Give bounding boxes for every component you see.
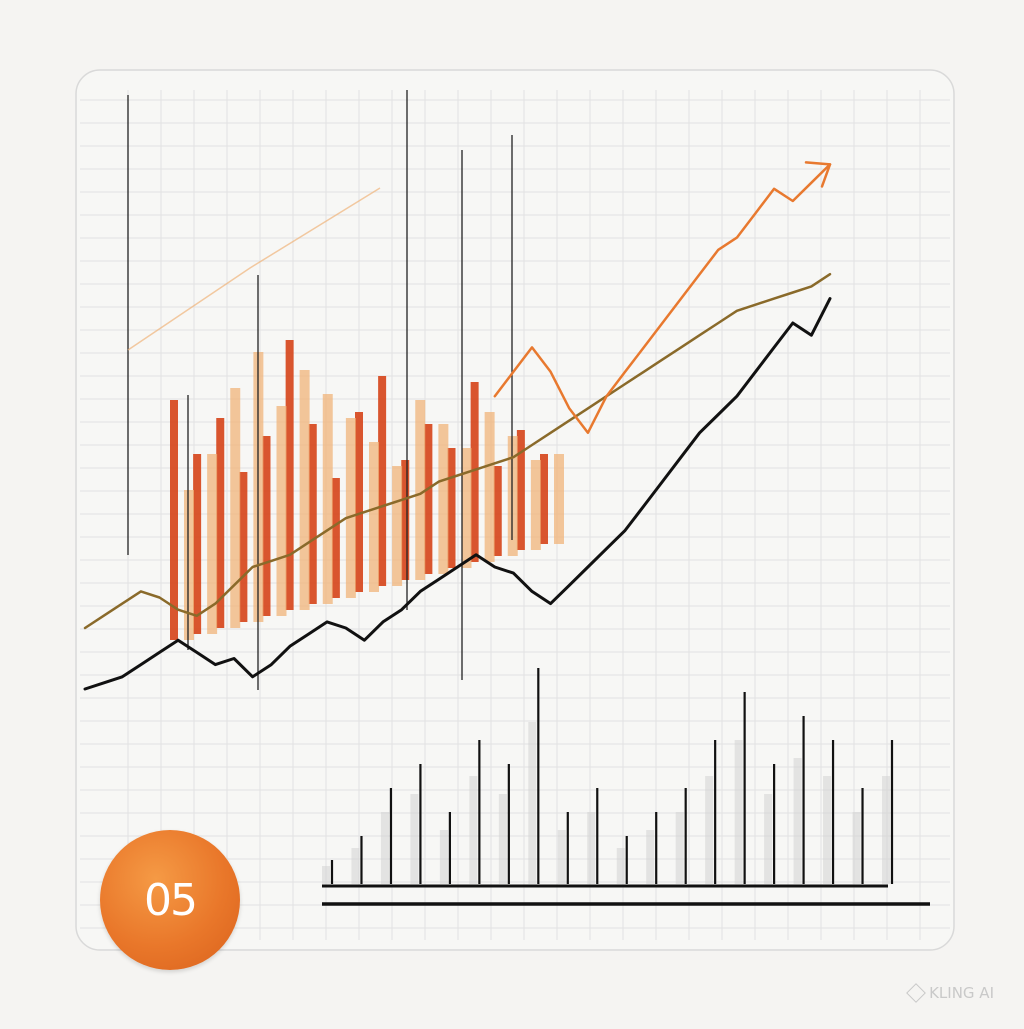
volume-bar-shadow — [351, 848, 360, 884]
candle-bar — [392, 466, 403, 586]
candle-bar — [207, 454, 218, 634]
watermark-text: KLING AI — [929, 984, 994, 1002]
candle-bar — [276, 406, 287, 616]
candle-bar — [401, 460, 410, 580]
candle-bar — [438, 424, 449, 574]
line-series — [493, 163, 832, 435]
candle-bar — [461, 448, 472, 568]
step-number-badge: 05 — [100, 830, 240, 970]
candle-bar — [530, 460, 541, 550]
volume-bars — [322, 668, 894, 884]
volume-bar-shadow — [322, 866, 330, 884]
candle-bar — [369, 442, 379, 592]
candle-bar — [540, 454, 548, 544]
step-number: 05 — [144, 874, 198, 926]
volume-bar-shadow — [823, 776, 832, 884]
trend-lines — [83, 90, 832, 691]
volume-bar-shadow — [410, 794, 419, 884]
volume-bar-shadow — [675, 812, 684, 884]
volume-bar-shadow — [852, 812, 861, 884]
candle-bar — [447, 448, 456, 568]
candle-bar — [355, 412, 363, 592]
candle-bar — [507, 436, 518, 556]
faint-trend-line — [127, 187, 381, 351]
candle-bar — [184, 490, 194, 640]
volume-bar-shadow — [587, 812, 596, 884]
candle-bar — [262, 436, 271, 616]
line-series — [83, 272, 832, 630]
diamond-logo-icon — [906, 983, 926, 1003]
candle-bar — [193, 454, 202, 634]
volume-bar-shadow — [793, 758, 802, 884]
watermark: KLING AI — [906, 983, 994, 1003]
volume-bar-shadow — [380, 812, 389, 884]
candle-bar — [299, 370, 310, 610]
volume-bar-shadow — [528, 722, 537, 884]
candle-bar — [378, 376, 387, 586]
candle-bar — [331, 478, 340, 598]
volume-bar-shadow — [705, 776, 714, 884]
candle-bar — [322, 394, 333, 604]
candle-bar — [516, 430, 525, 550]
candle-bar — [285, 340, 294, 610]
line-series — [83, 297, 832, 691]
volume-bar-shadow — [498, 794, 507, 884]
volume-bar-shadow — [764, 794, 773, 884]
volume-bar-shadow — [646, 830, 655, 884]
candle-bar — [170, 400, 178, 640]
candle-bar — [554, 454, 564, 544]
candle-bar — [239, 472, 248, 622]
volume-bar-shadow — [616, 848, 625, 884]
candle-bar — [493, 466, 502, 556]
volume-bar-shadow — [734, 740, 743, 884]
candle-bar — [484, 412, 495, 562]
candle-bar — [470, 382, 479, 562]
candle-bar — [308, 424, 317, 604]
candle-bar — [415, 400, 426, 580]
candle-bar — [345, 418, 356, 598]
volume-bar-shadow — [882, 776, 890, 884]
volume-bar-shadow — [469, 776, 478, 884]
candle-bar — [230, 388, 241, 628]
volume-bar-shadow — [557, 830, 566, 884]
trend-arrow-head — [804, 161, 832, 188]
candle-bar — [216, 418, 225, 628]
volume-bar-shadow — [439, 830, 448, 884]
candle-bar — [424, 424, 433, 574]
